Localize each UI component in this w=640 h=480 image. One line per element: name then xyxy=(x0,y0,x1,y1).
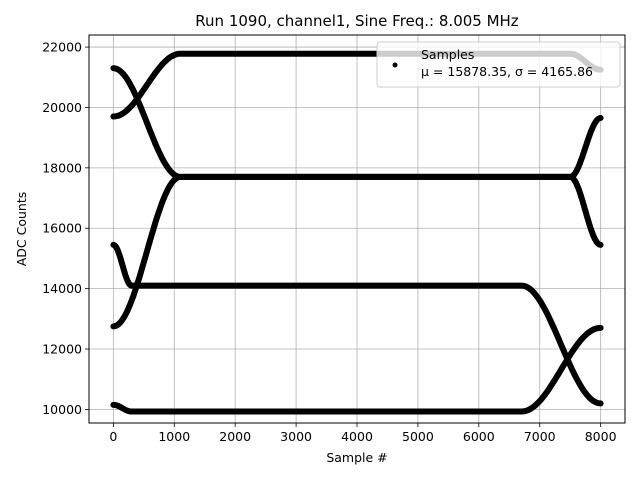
y-tick-label: 14000 xyxy=(42,281,82,296)
x-tick-label: 4000 xyxy=(341,429,373,444)
y-tick-label: 16000 xyxy=(42,221,82,236)
sample-trace xyxy=(110,115,604,330)
legend-box xyxy=(376,41,621,88)
axis-ticks: 0 1000 2000 3000 4000 5000 6000 7000 8000 10000 12… xyxy=(42,40,616,444)
legend-series-name: Samples xyxy=(421,47,474,62)
x-tick-label: 7000 xyxy=(524,429,556,444)
sample-trace xyxy=(110,324,604,415)
x-tick-label: 3000 xyxy=(280,429,312,444)
sample-trace xyxy=(110,241,604,407)
data-points xyxy=(110,50,604,415)
y-tick-label: 18000 xyxy=(42,160,82,175)
x-tick-label: 5000 xyxy=(402,429,434,444)
y-tick-label: 20000 xyxy=(42,100,82,115)
x-tick-label: 1000 xyxy=(158,429,190,444)
x-tick-label: 2000 xyxy=(219,429,251,444)
legend: Samples μ = 15878.35, σ = 4165.86 xyxy=(376,41,621,88)
y-axis-label: ADC Counts xyxy=(14,192,29,267)
x-tick-label: 8000 xyxy=(585,429,617,444)
y-tick-label: 12000 xyxy=(42,342,82,357)
legend-marker xyxy=(392,62,398,68)
y-tick-label: 10000 xyxy=(42,402,82,417)
x-tick-label: 0 xyxy=(109,429,117,444)
x-tick-label: 6000 xyxy=(463,429,495,444)
y-tick-label: 22000 xyxy=(42,40,82,55)
x-axis-label: Sample # xyxy=(326,450,387,465)
chart-title: Run 1090, channel1, Sine Freq.: 8.005 MH… xyxy=(195,12,519,30)
legend-stats-label: μ = 15878.35, σ = 4165.86 xyxy=(421,64,593,79)
